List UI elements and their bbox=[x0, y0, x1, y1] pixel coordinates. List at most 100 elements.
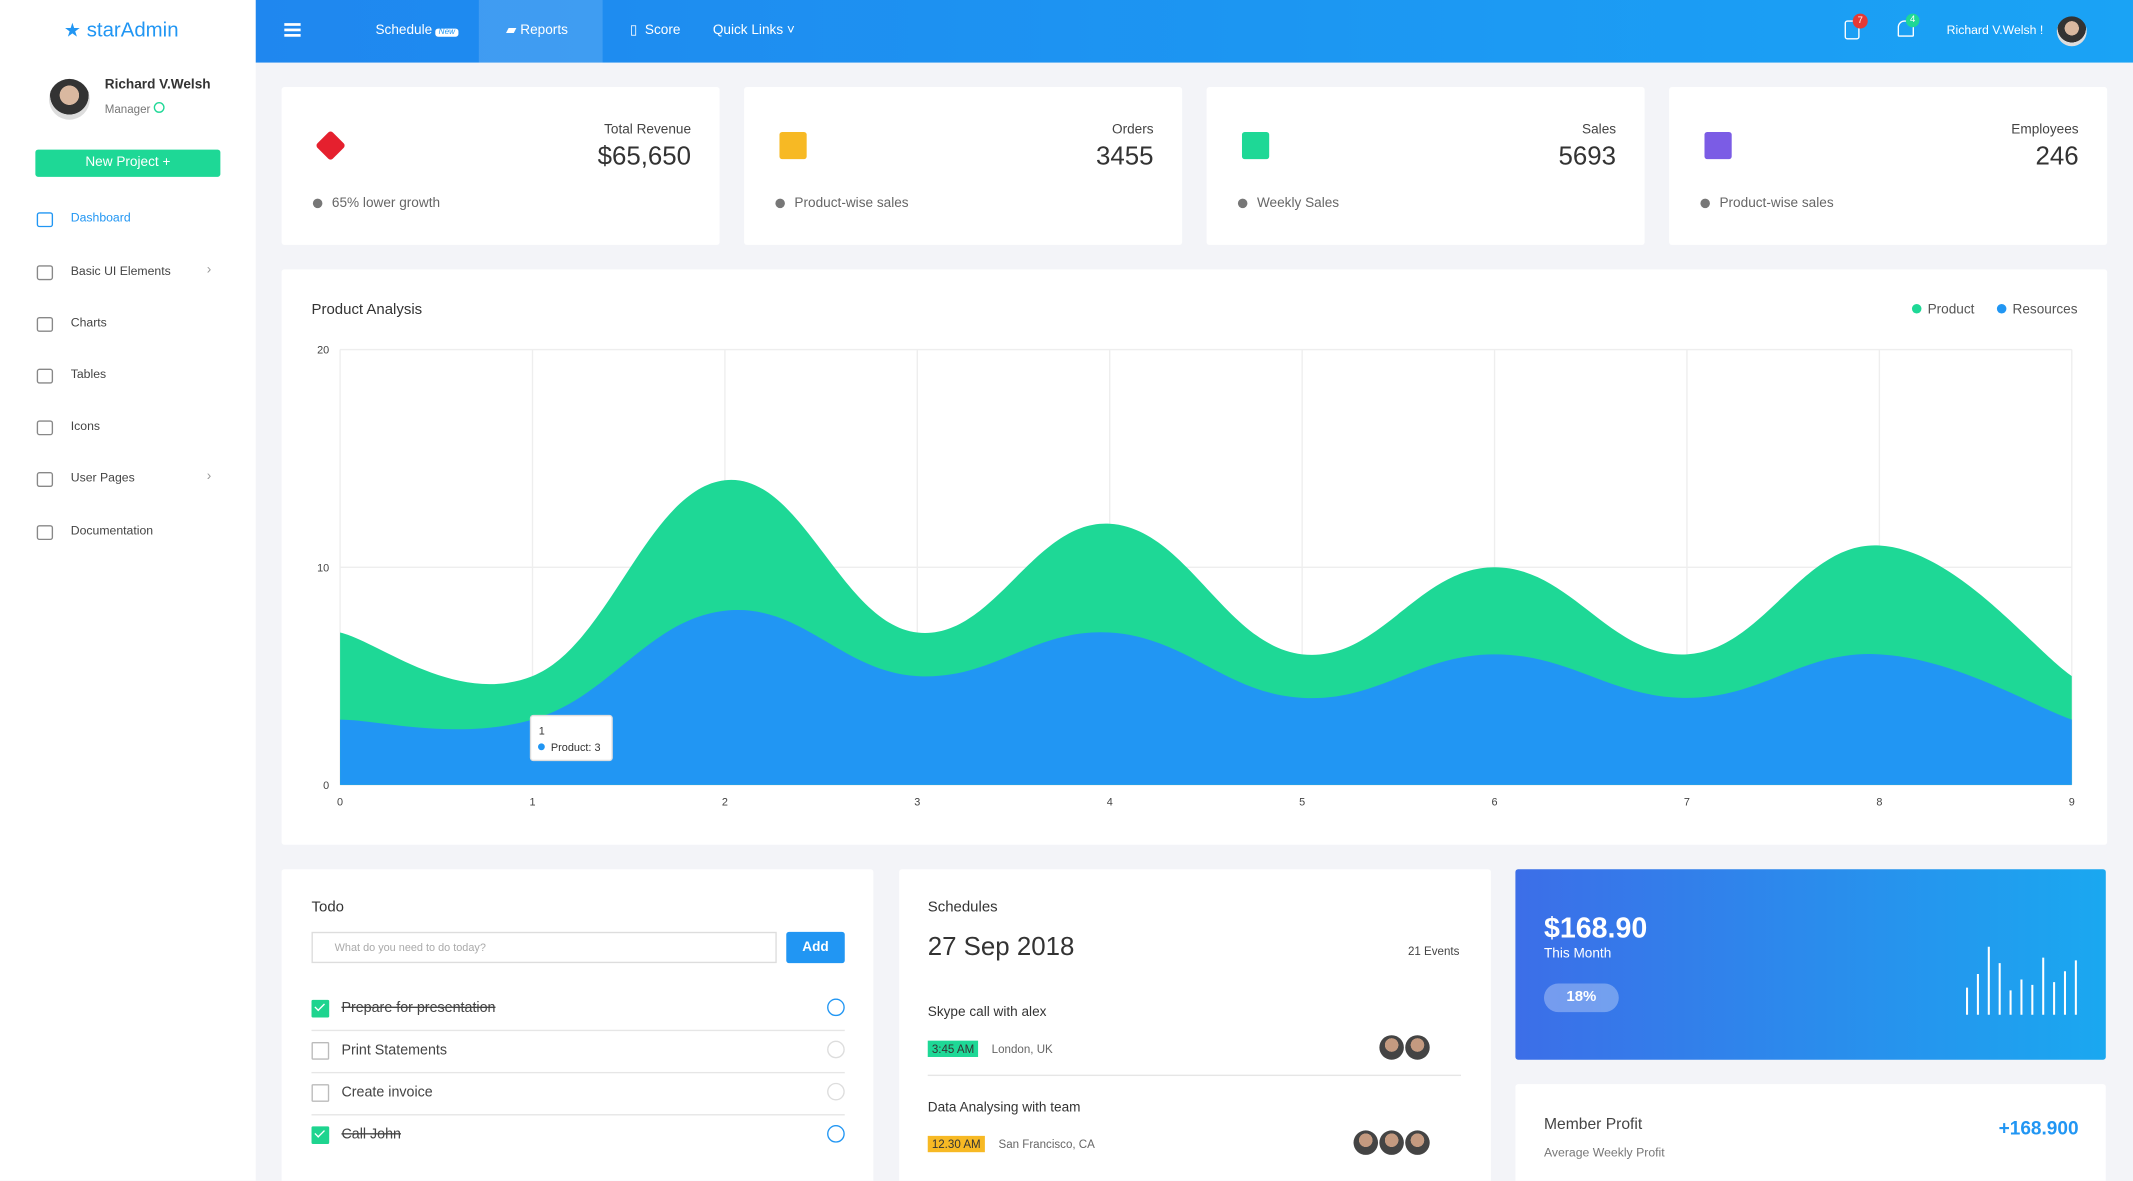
nav-icon bbox=[36, 316, 54, 332]
todo-title: Todo bbox=[311, 899, 344, 916]
chart-title: Product Analysis bbox=[311, 301, 423, 319]
nav-icon bbox=[36, 472, 54, 487]
nav-item[interactable]: Tables bbox=[70, 367, 107, 381]
stat-icon bbox=[1704, 131, 1732, 160]
todo-input[interactable]: What do you need to do today? bbox=[311, 931, 777, 964]
member-subtitle: Average Weekly Profit bbox=[1543, 1145, 1665, 1160]
topnav-text: Quick Links bbox=[712, 23, 784, 39]
nav-item[interactable]: Dashboard bbox=[70, 210, 131, 225]
topbar-user[interactable]: Richard V.Welsh ! bbox=[1946, 23, 2044, 37]
todo-item[interactable]: Create invoice bbox=[311, 1082, 845, 1103]
role-text: Manager bbox=[104, 102, 151, 116]
topnav-quicklinks[interactable]: Quick Links ˅ bbox=[712, 23, 795, 39]
checkbox[interactable] bbox=[311, 999, 330, 1018]
tooltip-dot bbox=[538, 743, 545, 751]
user-role: Manager bbox=[105, 102, 165, 116]
schedules-title: Schedules bbox=[927, 899, 998, 916]
todo-text: Call John bbox=[341, 1126, 401, 1143]
brand[interactable]: ★ starAdmin bbox=[63, 19, 179, 43]
area bbox=[340, 610, 2072, 785]
stat-note-icon bbox=[312, 198, 323, 209]
menu-toggle[interactable] bbox=[284, 23, 301, 26]
member-title: Member Profit bbox=[1543, 1116, 1643, 1134]
todo-item[interactable]: Print Statements bbox=[311, 1040, 845, 1061]
stat-card: Sales 5693 Weekly Sales bbox=[1206, 87, 1645, 245]
profit-card: $168.90 This Month 18% bbox=[1515, 869, 2106, 1060]
nav-item[interactable]: Documentation bbox=[70, 523, 154, 538]
remove-icon[interactable] bbox=[827, 1124, 845, 1143]
legend-label: Resources bbox=[2013, 302, 2078, 317]
nav-icon bbox=[36, 525, 54, 541]
nav-item[interactable]: Icons bbox=[70, 418, 101, 433]
x-tick-label: 7 bbox=[1684, 796, 1690, 808]
x-tick-label: 8 bbox=[1876, 796, 1882, 808]
topnav-reports[interactable]: ▰ Reports bbox=[506, 23, 568, 39]
x-tick-label: 6 bbox=[1492, 796, 1498, 808]
x-tick-label: 1 bbox=[529, 796, 535, 808]
event-title: Data Analysing with team bbox=[927, 1100, 1081, 1116]
topnav-score[interactable]: ▯ Score bbox=[629, 23, 681, 39]
legend-swatch bbox=[1911, 304, 1922, 314]
topnav-schedule[interactable]: Schedule New bbox=[375, 23, 458, 39]
stat-note-icon bbox=[1237, 198, 1248, 209]
todo-item[interactable]: Call John bbox=[311, 1124, 845, 1145]
checkbox[interactable] bbox=[311, 1084, 330, 1102]
topnav-active[interactable] bbox=[478, 0, 603, 63]
remove-icon[interactable] bbox=[827, 1040, 845, 1059]
new-project-button[interactable]: New Project + bbox=[35, 149, 221, 177]
y-tick-label: 10 bbox=[317, 562, 329, 574]
topnav-text: Reports bbox=[520, 23, 568, 39]
stat-value: 3455 bbox=[1096, 142, 1154, 172]
badge: New bbox=[435, 29, 458, 37]
nav-item[interactable]: Basic UI Elements bbox=[70, 263, 171, 278]
schedules-card: Schedules 27 Sep 2018 21 Events Skype ca… bbox=[899, 869, 1491, 1181]
stat-value: 5693 bbox=[1558, 142, 1617, 172]
user-name: Richard V.Welsh bbox=[104, 77, 211, 93]
stat-note: 65% lower growth bbox=[331, 195, 441, 211]
stat-note-icon bbox=[1700, 198, 1710, 209]
checkbox[interactable] bbox=[311, 1126, 330, 1145]
stat-icon bbox=[779, 131, 807, 160]
profit-amount: $168.90 bbox=[1543, 912, 1648, 945]
todo-card: Todo What do you need to do today? Add P… bbox=[281, 869, 874, 1181]
member-value: +168.900 bbox=[1998, 1116, 2079, 1139]
separator bbox=[311, 1071, 845, 1074]
separator bbox=[927, 1074, 1461, 1077]
stat-label: Employees bbox=[2011, 122, 2079, 138]
todo-text: Print Statements bbox=[341, 1042, 448, 1059]
remove-icon[interactable] bbox=[827, 1082, 845, 1101]
separator bbox=[311, 1029, 845, 1032]
remove-icon[interactable] bbox=[827, 998, 845, 1017]
brand-text: starAdmin bbox=[86, 19, 179, 43]
event-time: 12.30 AM bbox=[927, 1135, 985, 1153]
stat-card: Orders 3455 Product-wise sales bbox=[744, 87, 1183, 245]
legend-swatch bbox=[1996, 304, 2007, 314]
stat-card: Employees 246 Product-wise sales bbox=[1669, 87, 2108, 245]
stat-value: $65,650 bbox=[597, 142, 692, 172]
event-title: Skype call with alex bbox=[927, 1005, 1047, 1021]
badge-count: 7 bbox=[1852, 13, 1868, 29]
stat-icon bbox=[1241, 131, 1270, 160]
checkbox[interactable] bbox=[311, 1042, 330, 1060]
x-tick-label: 2 bbox=[722, 796, 728, 808]
tooltip-text: Product: 3 bbox=[551, 742, 601, 754]
todo-item[interactable]: Prepare for presentation bbox=[311, 998, 845, 1019]
nav-icon bbox=[36, 265, 54, 281]
mini-bars bbox=[1966, 946, 2077, 1015]
topbar: Schedule New ▰ Reports ▯ Score Quick Lin… bbox=[255, 0, 2133, 63]
attendee-avatar bbox=[1379, 1130, 1404, 1155]
separator bbox=[311, 1114, 845, 1116]
nav-item[interactable]: Charts bbox=[70, 315, 107, 330]
event-count: 21 Events bbox=[1407, 944, 1460, 958]
topnav-text: Schedule bbox=[375, 23, 433, 39]
stat-card: Total Revenue $65,650 65% lower growth bbox=[281, 87, 720, 245]
stat-note: Weekly Sales bbox=[1256, 195, 1340, 211]
clipboard-icon[interactable] bbox=[1844, 20, 1860, 40]
topbar-avatar[interactable] bbox=[2056, 16, 2087, 47]
add-button[interactable]: Add bbox=[786, 931, 845, 964]
badge-count: 4 bbox=[1905, 13, 1920, 28]
placeholder: What do you need to do today? bbox=[334, 941, 486, 954]
stat-note-icon bbox=[775, 198, 785, 209]
nav-item[interactable]: User Pages bbox=[70, 470, 135, 485]
